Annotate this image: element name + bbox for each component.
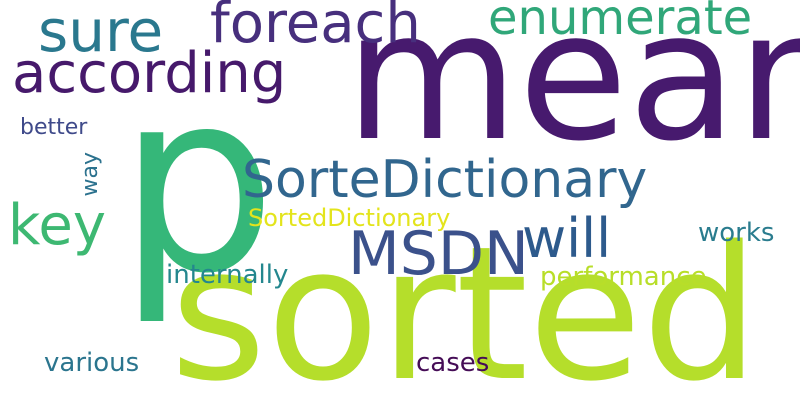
word-various: various: [44, 348, 140, 378]
word-key: key: [8, 193, 107, 258]
word-way: way: [78, 152, 103, 197]
word-will: will: [522, 207, 612, 270]
word-performance: performance: [540, 262, 707, 292]
word-sortedictionary: SorteDictionary: [242, 150, 648, 210]
word-p: p: [118, 37, 277, 328]
word-better: better: [20, 115, 88, 140]
word-internally: internally: [166, 260, 289, 290]
word-cases: cases: [416, 348, 490, 378]
word-mean: mean: [345, 0, 800, 180]
word-msdn: MSDN: [348, 219, 529, 289]
word-according: according: [12, 41, 287, 106]
word-foreach: foreach: [210, 0, 421, 56]
word-sure: sure: [38, 0, 164, 65]
word-works: works: [698, 218, 775, 248]
word-sorteddictionary: SortedDictionary: [248, 204, 451, 232]
word-sorted: sorted: [170, 206, 760, 400]
word-enumerate: enumerate: [488, 0, 753, 46]
